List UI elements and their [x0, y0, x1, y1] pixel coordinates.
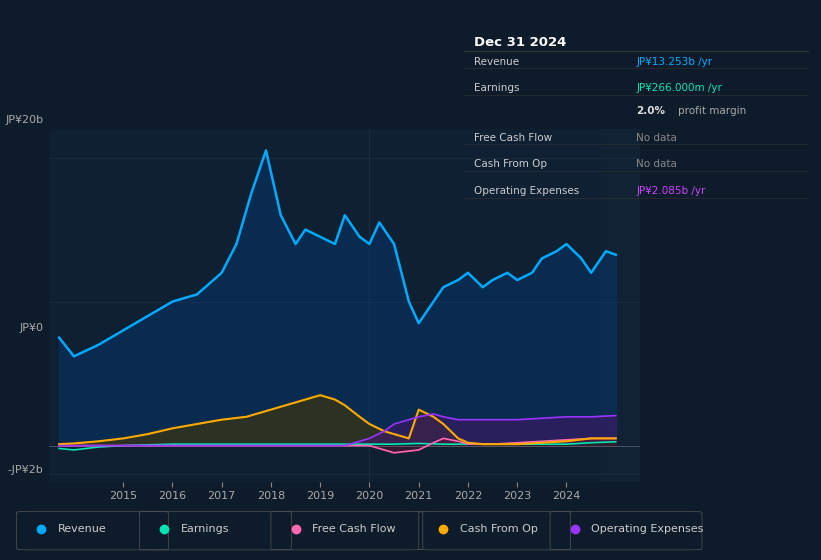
Text: Earnings: Earnings — [181, 524, 229, 534]
Text: JP¥0: JP¥0 — [20, 323, 44, 333]
Text: No data: No data — [636, 160, 677, 170]
Text: Revenue: Revenue — [475, 57, 520, 67]
Bar — [601, 129, 640, 482]
Text: Free Cash Flow: Free Cash Flow — [312, 524, 396, 534]
Text: Operating Expenses: Operating Expenses — [591, 524, 704, 534]
Text: profit margin: profit margin — [677, 106, 746, 116]
Text: Dec 31 2024: Dec 31 2024 — [475, 36, 566, 49]
Text: Earnings: Earnings — [475, 83, 520, 94]
Text: Free Cash Flow: Free Cash Flow — [475, 133, 553, 143]
Text: JP¥13.253b /yr: JP¥13.253b /yr — [636, 57, 713, 67]
Text: Operating Expenses: Operating Expenses — [475, 186, 580, 196]
Text: JP¥20b: JP¥20b — [5, 115, 44, 125]
Text: JP¥2.085b /yr: JP¥2.085b /yr — [636, 186, 706, 196]
Text: -JP¥2b: -JP¥2b — [7, 465, 44, 474]
Text: Cash From Op: Cash From Op — [475, 160, 548, 170]
Text: 2.0%: 2.0% — [636, 106, 665, 116]
Text: No data: No data — [636, 133, 677, 143]
Text: JP¥266.000m /yr: JP¥266.000m /yr — [636, 83, 722, 94]
Text: Revenue: Revenue — [57, 524, 106, 534]
Text: Cash From Op: Cash From Op — [460, 524, 538, 534]
